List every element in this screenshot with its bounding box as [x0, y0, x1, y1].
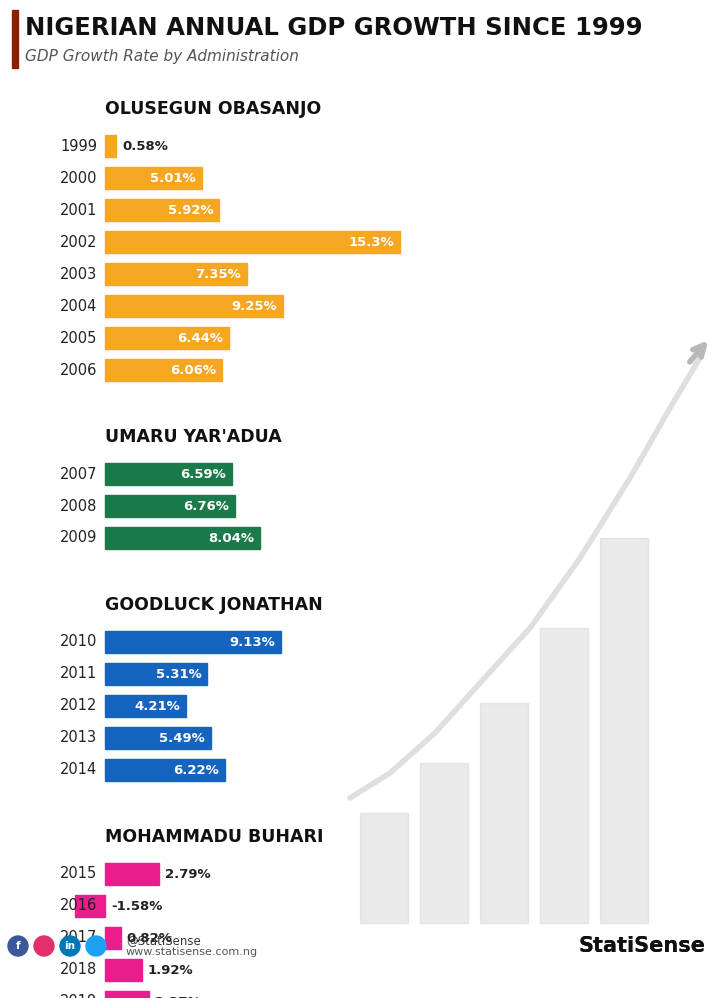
Text: 2.27%: 2.27% [155, 995, 200, 998]
Text: 15.3%: 15.3% [348, 236, 394, 249]
Bar [540, 628, 588, 923]
Bar [75, 895, 105, 917]
Bar [105, 695, 186, 717]
Text: 0.82%: 0.82% [127, 931, 173, 944]
Bar [105, 167, 202, 189]
Text: 1999: 1999 [60, 139, 97, 154]
Text: 5.01%: 5.01% [150, 172, 196, 185]
Text: -1.58%: -1.58% [111, 899, 163, 912]
Bar [105, 295, 284, 317]
Bar [105, 199, 219, 221]
Text: 2016: 2016 [60, 898, 97, 913]
Bar [105, 727, 211, 749]
Text: NIGERIAN ANNUAL GDP GROWTH SINCE 1999: NIGERIAN ANNUAL GDP GROWTH SINCE 1999 [25, 16, 642, 40]
Bar [105, 359, 222, 381]
Text: 6.76%: 6.76% [184, 500, 230, 513]
Text: 6.22%: 6.22% [174, 763, 219, 776]
Text: 2008: 2008 [60, 498, 97, 514]
Bar [105, 463, 232, 485]
Text: 5.92%: 5.92% [168, 204, 213, 217]
Bar [105, 927, 121, 949]
Text: 2015: 2015 [60, 866, 97, 881]
Text: 5.31%: 5.31% [156, 668, 202, 681]
Text: 2014: 2014 [60, 762, 97, 777]
Text: 2003: 2003 [60, 266, 97, 281]
Text: 2001: 2001 [60, 203, 97, 218]
Bar [600, 538, 648, 923]
Bar [360, 813, 408, 923]
Text: 6.59%: 6.59% [180, 467, 226, 480]
Text: 2018: 2018 [60, 962, 97, 977]
Bar [480, 703, 528, 923]
Text: www.statisense.com.ng: www.statisense.com.ng [126, 947, 258, 957]
Text: 9.25%: 9.25% [232, 299, 277, 312]
Text: 4.21%: 4.21% [135, 700, 180, 713]
Text: StatiSense: StatiSense [578, 936, 705, 956]
Text: in: in [65, 941, 76, 951]
Bar [105, 759, 225, 781]
Text: 6.44%: 6.44% [177, 331, 223, 344]
Bar [420, 763, 468, 923]
Text: 2012: 2012 [60, 699, 97, 714]
Text: @StatiSense: @StatiSense [126, 934, 201, 947]
Text: 6.06%: 6.06% [170, 363, 216, 376]
Bar [105, 959, 142, 981]
Text: 2009: 2009 [60, 531, 97, 546]
Circle shape [60, 936, 80, 956]
Bar [105, 135, 116, 157]
Bar [105, 495, 235, 517]
Bar [105, 327, 229, 349]
Bar [105, 527, 260, 549]
Text: 0.58%: 0.58% [122, 140, 168, 153]
Text: 7.35%: 7.35% [195, 267, 240, 280]
Bar [105, 991, 149, 998]
Bar [105, 663, 207, 685]
Text: UMARU YAR'ADUA: UMARU YAR'ADUA [105, 428, 282, 446]
Text: 9.13%: 9.13% [229, 636, 275, 649]
Text: 2005: 2005 [60, 330, 97, 345]
Circle shape [86, 936, 106, 956]
Bar [105, 231, 400, 253]
Bar [105, 631, 281, 653]
Text: MOHAMMADU BUHARI: MOHAMMADU BUHARI [105, 828, 323, 846]
Text: 2002: 2002 [60, 235, 97, 250]
Text: GOODLUCK JONATHAN: GOODLUCK JONATHAN [105, 596, 323, 614]
Bar [105, 263, 247, 285]
Text: StatiSense: StatiSense [578, 936, 705, 956]
Text: 2013: 2013 [60, 731, 97, 746]
Text: 8.04%: 8.04% [208, 532, 254, 545]
Circle shape [8, 936, 28, 956]
Bar [12, 10, 18, 68]
Text: 2011: 2011 [60, 667, 97, 682]
Text: 2000: 2000 [60, 171, 97, 186]
Circle shape [34, 936, 54, 956]
Text: 1.92%: 1.92% [148, 963, 194, 976]
Text: OLUSEGUN OBASANJO: OLUSEGUN OBASANJO [105, 100, 321, 118]
Text: 2019: 2019 [60, 994, 97, 998]
Text: 2.79%: 2.79% [165, 867, 210, 880]
Text: 2007: 2007 [60, 466, 97, 481]
Text: 2004: 2004 [60, 298, 97, 313]
Text: 2017: 2017 [60, 930, 97, 945]
Text: f: f [16, 941, 20, 951]
Text: 2006: 2006 [60, 362, 97, 377]
Text: 5.49%: 5.49% [159, 732, 205, 745]
Text: 2010: 2010 [60, 635, 97, 650]
Text: GDP Growth Rate by Administration: GDP Growth Rate by Administration [25, 49, 299, 64]
Bar [105, 863, 159, 885]
